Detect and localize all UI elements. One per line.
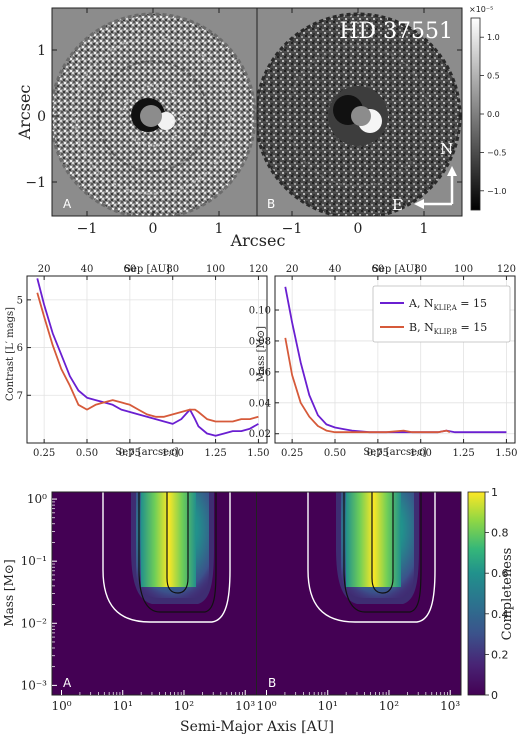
image-y-tick-label: 1: [37, 43, 46, 59]
panel-b-label: B: [267, 197, 275, 211]
top-x-tick-label: 120: [249, 264, 268, 275]
y-tick-label: 7: [17, 391, 23, 402]
x-tick-label: 1.25: [204, 448, 226, 459]
mass-y-label: Mass [M⊙]: [256, 326, 267, 382]
top-x-tick-label: 120: [497, 264, 516, 275]
map-panel-b-label: B: [268, 676, 276, 690]
map-x-tick-label: 10⁰: [256, 699, 276, 713]
y-tick-label: 0.08: [249, 336, 271, 347]
top-x-tick-label: 40: [329, 264, 342, 275]
series-line-b: [284, 337, 451, 434]
image-x-tick-label: 0: [354, 221, 363, 237]
map-y-tick-label: 10⁻¹: [21, 554, 47, 568]
panel-a-label: A: [63, 197, 72, 211]
map-x-tick-label: 10²: [379, 699, 399, 713]
map-cbar-tick-label: 1: [491, 486, 498, 499]
y-tick-label: 0.06: [249, 367, 271, 378]
image-y-tick-label: −1: [25, 175, 46, 191]
completeness-colorbar: 1 0.8 0.6 0.4 0.2 0: [467, 486, 509, 702]
map-x-tick-label: 10⁰: [51, 699, 71, 713]
series-line-a: [36, 278, 259, 437]
y-tick-label: 5: [17, 295, 23, 306]
image-panel-a: A: [52, 8, 257, 216]
image-cbar-tick-label: −0.5: [487, 148, 506, 157]
mass-x-label: Sep [arcsec]: [363, 447, 426, 458]
top-x-tick-label: 20: [38, 264, 51, 275]
y-tick-label: 0.10: [249, 306, 271, 317]
contrast-top-label: Sep [AU]: [124, 264, 170, 275]
map-x-tick-label: 10³: [440, 699, 460, 713]
compass-arrows: [414, 166, 457, 209]
x-tick-label: 1.00: [162, 448, 184, 459]
completeness-cbar-label: Completeness: [500, 548, 515, 641]
image-cbar-tick-label: −1.0: [487, 187, 506, 196]
image-x-tick-label: 1: [215, 221, 224, 237]
x-tick-label: 1.00: [410, 448, 432, 459]
x-tick-label: 0.50: [324, 448, 346, 459]
legend-item-a: A, NKLIP,A = 15: [408, 297, 487, 312]
series-line-b: [36, 292, 259, 423]
map-cbar-tick-label: 0.4: [491, 608, 509, 621]
colorbar-multiplier: ×10⁻⁵: [469, 5, 493, 14]
contrast-plot: 0.25 0.50 0.75 1.00 1.25 1.50 20 40 60 80 100 120 5 6…: [17, 264, 270, 459]
image-colorbar: ×10⁻⁵ 1.0 0.5 0.0 −0.5 −1.0: [469, 5, 506, 211]
image-cbar-tick-label: 0.5: [487, 72, 500, 81]
x-tick-label: 0.75: [119, 448, 141, 459]
compass-east: E: [392, 196, 403, 214]
image-x-tick-label: 1: [420, 221, 429, 237]
image-cbar-tick-label: 1.0: [487, 33, 500, 42]
x-tick-label: 0.50: [76, 448, 98, 459]
image-y-label: Arcsec: [15, 85, 34, 141]
map-cbar-tick-label: 0.8: [491, 527, 509, 540]
image-y-tick-label: 0: [37, 109, 46, 125]
completeness-panel-b: B: [257, 492, 461, 695]
map-cbar-tick-label: 0.2: [491, 648, 509, 661]
image-x-label: Arcsec: [230, 231, 286, 250]
map-cbar-tick-label: 0.6: [491, 567, 509, 580]
map-x-tick-label: 10³: [235, 699, 255, 713]
mass-top-label: Sep [AU]: [372, 264, 418, 275]
map-x-label: Semi-Major Axis [AU]: [180, 719, 334, 735]
mass-legend: A, NKLIP,A = 15 B, NKLIP,B = 15: [372, 285, 511, 343]
top-x-tick-label: 100: [454, 264, 473, 275]
y-tick-label: 0.04: [249, 398, 271, 409]
x-tick-label: 1.50: [495, 448, 517, 459]
x-tick-label: 0.25: [281, 448, 303, 459]
image-x-tick-label: −1: [282, 221, 303, 237]
map-cbar-tick-label: 0: [491, 689, 498, 702]
top-x-tick-label: 40: [81, 264, 94, 275]
map-y-label: Mass [M⊙]: [2, 559, 16, 626]
map-y-tick-label: 10⁻²: [21, 616, 48, 630]
compass-north: N: [440, 140, 453, 158]
x-tick-label: 0.25: [33, 448, 55, 459]
map-x-tick-label: 10¹: [113, 699, 133, 713]
image-cbar-tick-label: 0.0: [487, 110, 500, 119]
map-x-tick-label: 10¹: [318, 699, 338, 713]
map-y-tick-label: 10⁻³: [21, 678, 48, 692]
x-tick-label: 1.25: [452, 448, 474, 459]
top-x-tick-label: 60: [123, 264, 136, 275]
map-y-tick-label: 10⁰: [27, 492, 47, 506]
top-x-tick-label: 100: [206, 264, 225, 275]
image-panel-b: B HD 37551 N E: [257, 8, 462, 216]
y-tick-label: 6: [17, 343, 23, 354]
legend-item-b: B, NKLIP,B = 15: [409, 321, 487, 336]
top-x-tick-label: 80: [414, 264, 427, 275]
contrast-y-label: Contrast [L′ mags]: [5, 307, 16, 401]
top-x-tick-label: 80: [166, 264, 179, 275]
map-panel-a-label: A: [63, 676, 72, 690]
x-tick-label: 1.50: [247, 448, 269, 459]
image-x-tick-label: 0: [149, 221, 158, 237]
top-x-tick-label: 20: [286, 264, 299, 275]
map-x-tick-label: 10²: [174, 699, 194, 713]
image-x-tick-label: −1: [77, 221, 98, 237]
completeness-panel-a: A: [52, 492, 256, 695]
contrast-x-label: Sep [arcsec]: [115, 447, 178, 458]
x-tick-label: 0.75: [367, 448, 389, 459]
y-tick-label: 0.02: [249, 429, 271, 440]
target-name: HD 37551: [339, 19, 453, 44]
top-x-tick-label: 60: [371, 264, 384, 275]
